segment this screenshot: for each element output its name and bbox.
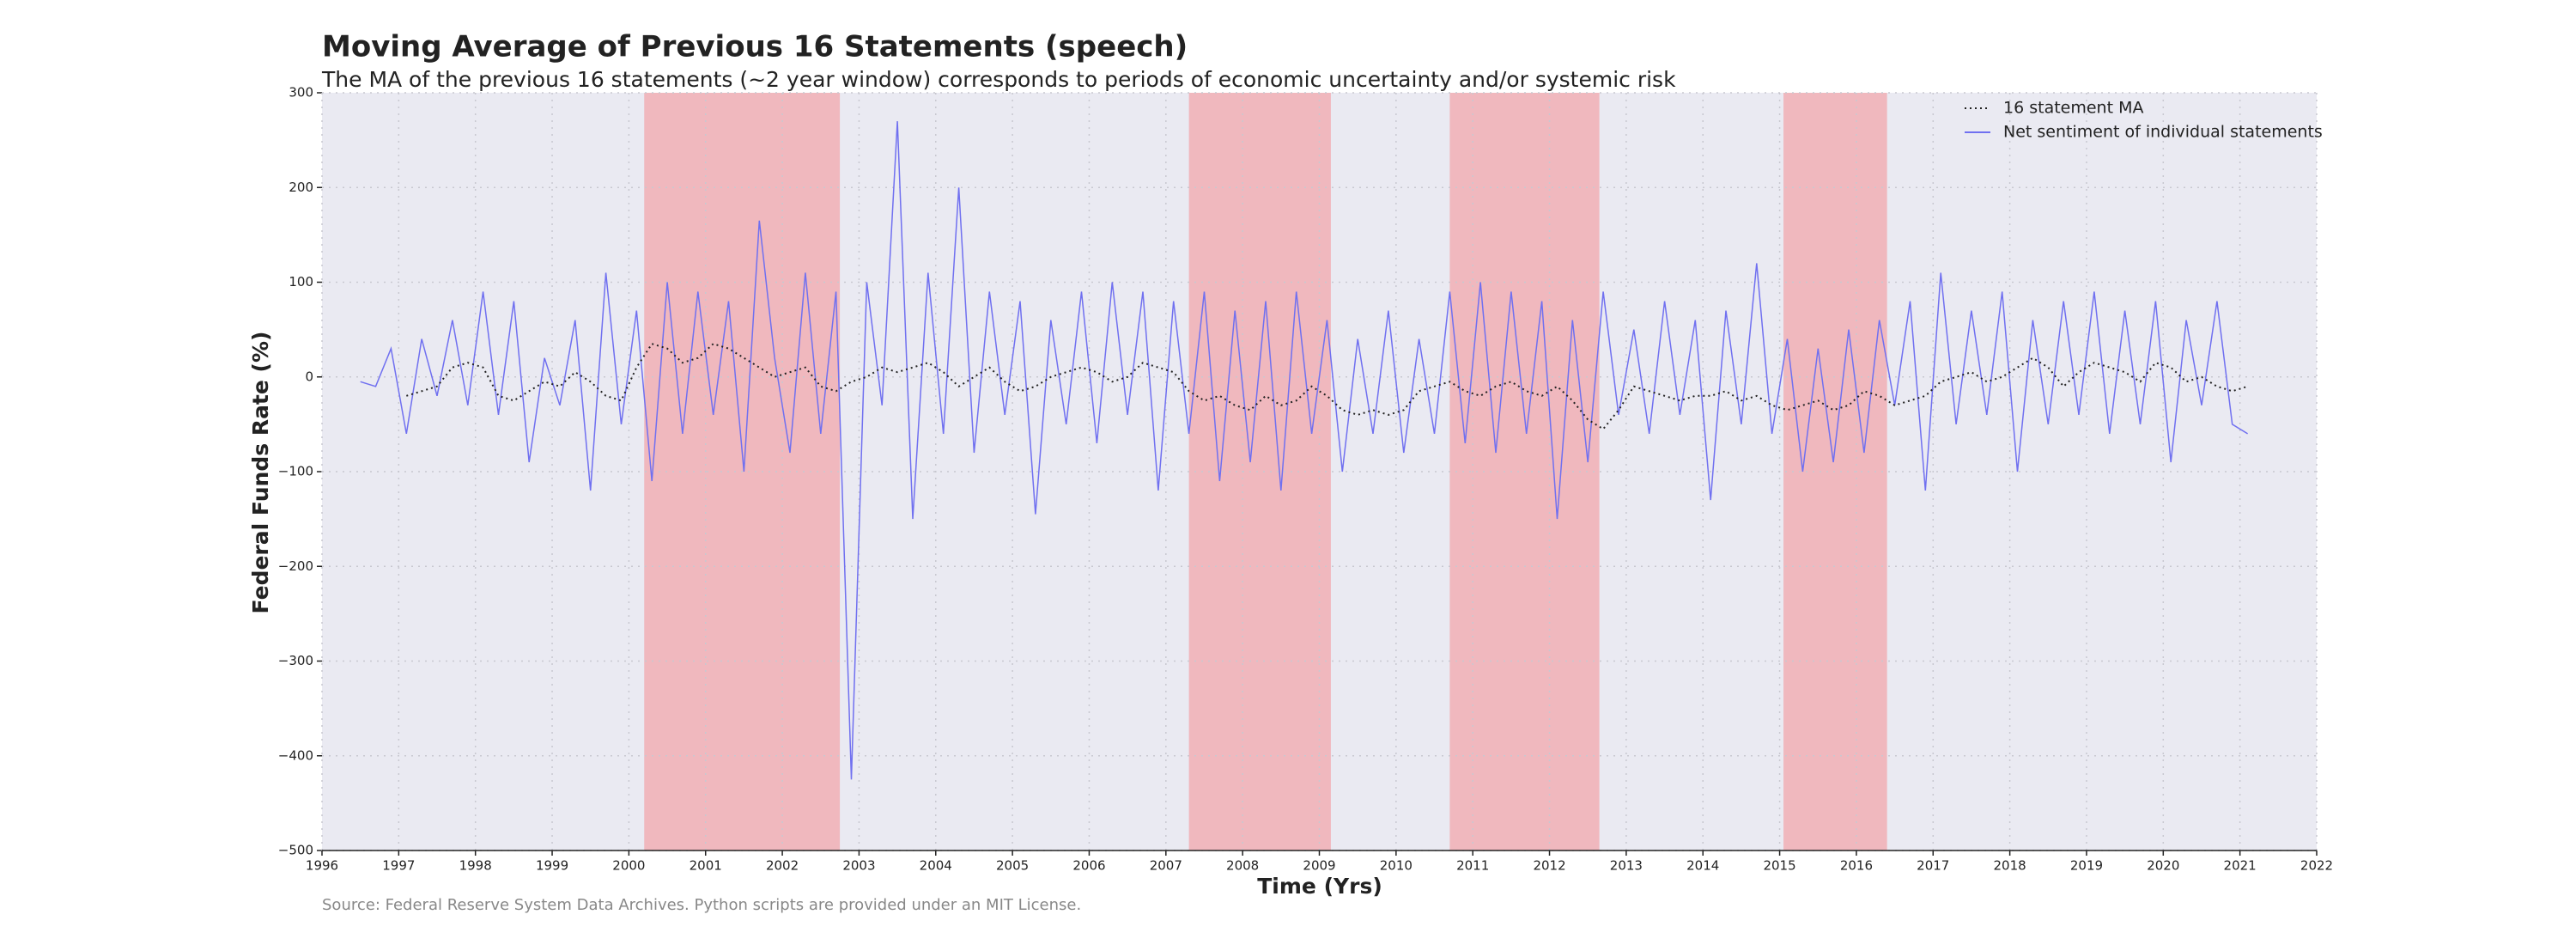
- x-tick-label: 2008: [1226, 858, 1259, 874]
- x-tick-label: 2006: [1072, 858, 1105, 874]
- x-tick-label: 2020: [2147, 858, 2179, 874]
- x-tick-label: 2022: [2300, 858, 2333, 874]
- y-tick-label: 300: [289, 85, 313, 101]
- legend-label: Net sentiment of individual statements: [2003, 123, 2323, 142]
- x-tick-label: 1998: [459, 858, 492, 874]
- x-tick-label: 2013: [1610, 858, 1643, 874]
- x-tick-label: 2011: [1456, 858, 1489, 874]
- x-tick-label: 2012: [1533, 858, 1565, 874]
- legend-label: 16 statement MA: [2003, 99, 2143, 118]
- y-tick-label: −200: [278, 558, 313, 574]
- shaded-region: [1188, 93, 1331, 850]
- y-axis-label: Federal Funds Rate (%): [248, 332, 273, 614]
- x-tick-label: 2001: [690, 858, 722, 874]
- shaded-region: [1783, 93, 1887, 850]
- x-tick-label: 2018: [1994, 858, 2026, 874]
- chart-subtitle: The MA of the previous 16 statements (~2…: [321, 67, 1676, 92]
- source-note: Source: Federal Reserve System Data Arch…: [322, 896, 1081, 914]
- x-tick-label: 2005: [996, 858, 1029, 874]
- x-tick-label: 2019: [2070, 858, 2103, 874]
- x-tick-label: 2007: [1150, 858, 1182, 874]
- y-tick-label: −400: [278, 747, 313, 763]
- x-tick-label: 2017: [1917, 858, 1949, 874]
- series-line: [360, 121, 2248, 780]
- x-tick-label: 2002: [766, 858, 799, 874]
- x-tick-label: 2016: [1840, 858, 1873, 874]
- y-tick-label: 0: [305, 369, 313, 384]
- x-tick-label: 1996: [306, 858, 338, 874]
- x-tick-label: 2009: [1303, 858, 1335, 874]
- x-tick-label: 1997: [382, 858, 415, 874]
- y-tick-label: −300: [278, 653, 313, 668]
- x-tick-label: 2014: [1686, 858, 1719, 874]
- x-tick-label: 2000: [612, 858, 645, 874]
- x-tick-label: 2021: [2224, 858, 2257, 874]
- x-tick-label: 2004: [920, 858, 952, 874]
- y-tick-label: 200: [289, 180, 313, 195]
- x-tick-label: 2015: [1763, 858, 1795, 874]
- y-tick-label: −500: [278, 843, 313, 858]
- chart-title: Moving Average of Previous 16 Statements…: [322, 30, 1188, 64]
- x-tick-label: 2010: [1380, 858, 1413, 874]
- y-tick-label: −100: [278, 464, 313, 479]
- y-tick-label: 100: [289, 274, 313, 290]
- x-axis-label: Time (Yrs): [1257, 874, 1382, 899]
- x-tick-label: 1999: [536, 858, 568, 874]
- x-tick-label: 2003: [842, 858, 875, 874]
